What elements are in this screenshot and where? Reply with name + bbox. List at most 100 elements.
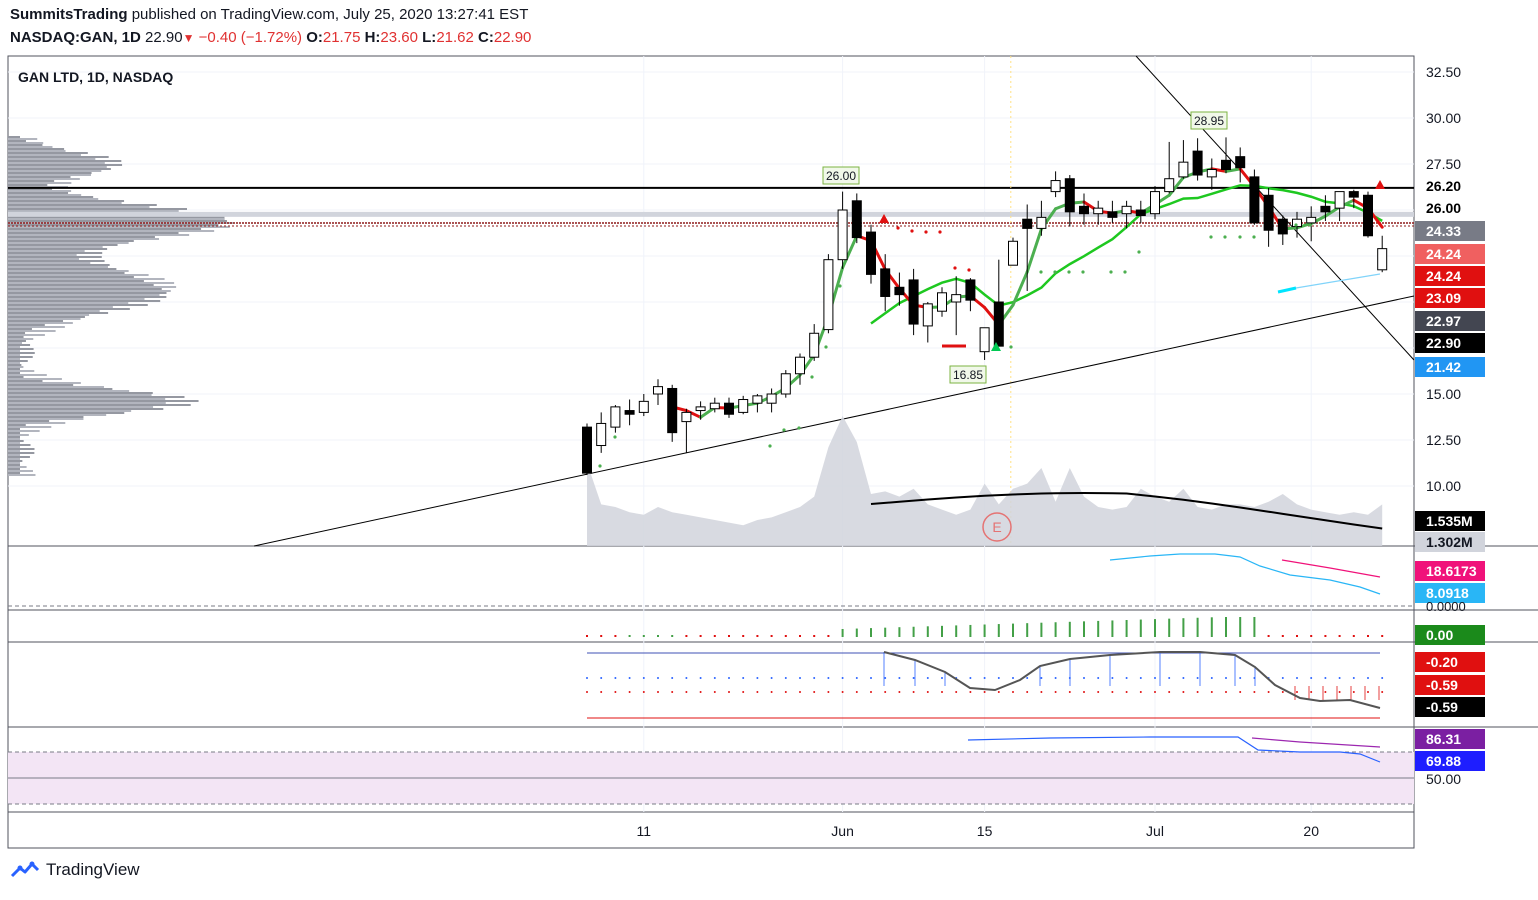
vp-bar — [8, 286, 177, 288]
pane2-dot — [600, 635, 603, 637]
pane3-dot-blue — [770, 677, 773, 679]
price-tick-label: 30.00 — [1426, 110, 1461, 126]
vp-bar — [8, 266, 108, 268]
pane4-tag-blue-text: 69.88 — [1426, 753, 1461, 769]
pane3-dot-blue — [898, 677, 901, 679]
pane2-bar — [912, 626, 915, 637]
vp-bar — [8, 332, 26, 334]
candle-body — [880, 268, 891, 297]
pane3-dot-blue — [1367, 677, 1369, 679]
pane3-dot-red — [642, 691, 645, 693]
candle-body — [780, 373, 791, 395]
signal-dot — [782, 428, 786, 432]
volume-tag-1-535m: 1.535M — [1415, 511, 1485, 531]
vp-bar — [8, 234, 190, 236]
pane3-dot-blue — [1168, 677, 1171, 679]
pivot-label-26: 26.00 — [822, 166, 860, 185]
signal-dot — [1209, 235, 1213, 239]
candle-body — [709, 402, 720, 410]
fast-ma-segment — [841, 234, 859, 270]
signal-dot — [1053, 270, 1057, 274]
projection-line-thin — [1295, 273, 1381, 289]
pane2-bar — [941, 625, 943, 637]
pane3-dot-red — [955, 691, 958, 693]
candle-body — [681, 411, 692, 423]
signal-dot — [967, 268, 971, 272]
pane3-dot-red — [1281, 691, 1284, 693]
pane2-dot — [699, 635, 702, 637]
pane2-bar — [657, 635, 659, 637]
vp-bar — [8, 334, 45, 336]
vp-bar — [8, 302, 129, 304]
pane3-dot-blue — [1026, 677, 1029, 679]
pane2-dot — [586, 635, 588, 637]
pane2-dot — [728, 635, 730, 637]
pane3-dot-blue — [1338, 677, 1341, 679]
volume-tag-1-302m: 1.302M — [1415, 532, 1485, 552]
projection-line — [1277, 286, 1297, 294]
vp-bar — [8, 142, 44, 144]
vp-bar — [8, 432, 20, 434]
pane2-bar — [870, 628, 872, 637]
pane1-cyan-line — [1109, 553, 1381, 595]
open-label: O: — [306, 29, 323, 46]
vp-bar — [8, 388, 113, 390]
pane3-dot-red — [1381, 691, 1384, 693]
volume-tag-1-302m-text: 1.302M — [1426, 534, 1473, 550]
pane3-dot-red — [898, 691, 901, 693]
vp-bar — [8, 244, 118, 246]
vp-bar — [8, 440, 24, 442]
pane2-bar — [1125, 620, 1128, 637]
pane3-dot-red — [941, 691, 943, 693]
fast-ma-segment — [1167, 175, 1185, 197]
vp-bar — [8, 228, 202, 230]
vp-bar — [8, 372, 20, 374]
vp-bar — [8, 368, 20, 370]
pane3-dot-red — [1253, 691, 1256, 693]
candle-body — [1306, 216, 1317, 224]
vp-bar — [8, 366, 24, 368]
candle-body — [1263, 194, 1274, 231]
vp-bar — [8, 474, 36, 476]
pane1-pink-line — [1281, 559, 1381, 578]
pivot-label-16-85-box — [949, 365, 987, 384]
vp-bar — [8, 344, 31, 346]
candle-body — [1377, 248, 1388, 271]
pane2-dot — [1381, 635, 1384, 637]
publisher-name[interactable]: SummitsTrading — [10, 6, 128, 23]
volume-tag-1-535m-bg — [1415, 511, 1485, 531]
pane3-dot-blue — [983, 677, 986, 679]
vp-bar — [8, 296, 167, 298]
vp-bar — [8, 316, 85, 318]
pane2-bar — [898, 627, 901, 637]
pane3-dot-red — [1225, 691, 1227, 693]
vp-bar — [8, 374, 47, 376]
pane3-dot-blue — [728, 677, 730, 679]
pane3-tag-a: -0.20 — [1415, 652, 1485, 672]
price-tag-26-00-text: 26.00 — [1426, 200, 1461, 216]
pane2-bar — [926, 626, 929, 637]
pane3-dot-red — [685, 691, 688, 693]
candle-body — [908, 279, 919, 325]
pane3-dot-red — [799, 691, 801, 693]
signal-dot — [1308, 223, 1312, 227]
signal-dot — [768, 444, 772, 448]
pane2-bar — [955, 625, 958, 637]
value-area-band — [8, 211, 1414, 217]
pane3-dot-red — [1040, 691, 1043, 693]
vp-bar — [8, 306, 113, 308]
candle-body — [951, 294, 962, 303]
tradingview-footer[interactable]: TradingView — [10, 860, 140, 880]
pane3-dot-blue — [841, 677, 844, 679]
vp-bar — [8, 232, 179, 234]
vp-bar — [8, 412, 125, 414]
price-tick-label: 27.50 — [1426, 156, 1461, 172]
close-label: C: — [478, 29, 494, 46]
pivot-label-16-85: 16.85 — [949, 365, 987, 384]
vp-bar — [8, 386, 104, 388]
candle-body — [894, 286, 905, 296]
vp-bar — [8, 288, 162, 290]
signal-dot — [797, 426, 801, 430]
